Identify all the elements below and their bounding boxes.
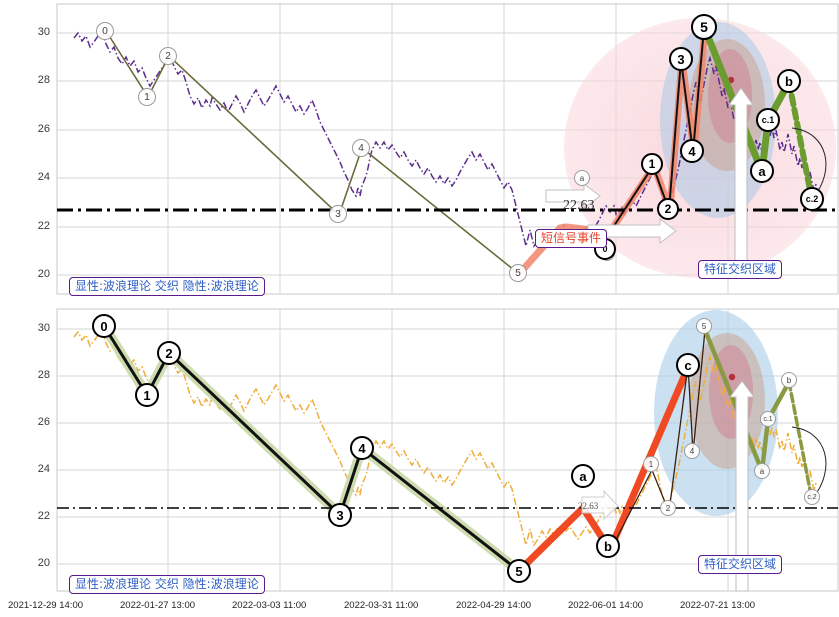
chart-panel-bottom: 30 28 26 24 22 20 0 1 2 3 4 5 a b c 1 2 … — [0, 305, 839, 595]
y-tick-bottom-24: 24 — [37, 463, 50, 475]
y-tick-bottom-28: 28 — [37, 369, 50, 381]
x-tick-1: 2022-01-27 13:00 — [120, 600, 196, 611]
x-tick-6: 2022-07-21 13:00 — [680, 600, 756, 611]
wave-marker-b-5[interactable]: 5 — [507, 559, 531, 583]
wave-marker-b-4[interactable]: 4 — [350, 436, 374, 460]
wave-marker-b-b[interactable]: b — [596, 534, 620, 558]
wave-marker-5-bold[interactable]: 5 — [691, 14, 717, 40]
wave-marker-3[interactable]: 3 — [329, 205, 347, 223]
wave-marker-b-a-light[interactable]: a — [754, 463, 770, 479]
wave-marker-1-bold[interactable]: 1 — [641, 153, 663, 175]
x-tick-0: 2021-12-29 14:00 — [8, 600, 84, 611]
wave-marker-b-c2-light[interactable]: c.2 — [804, 489, 820, 505]
wave-marker-b-2[interactable]: 2 — [157, 341, 181, 365]
wave-marker-a-bold[interactable]: a — [750, 159, 774, 183]
price-callout-top: 22.63 — [563, 198, 595, 213]
wave-marker-4-bold[interactable]: 4 — [680, 139, 704, 163]
y-tick-top-28: 28 — [37, 74, 50, 86]
y-tick-bottom-20: 20 — [37, 557, 50, 569]
wave-marker-b-1-light[interactable]: 1 — [643, 456, 659, 472]
x-axis: 2021-12-29 14:00 2022-01-27 13:00 2022-0… — [0, 598, 839, 617]
subwave-dark-top — [609, 27, 705, 233]
wave-marker-c2-bold[interactable]: c.2 — [800, 187, 824, 211]
x-tick-2: 2022-03-03 11:00 — [232, 600, 307, 611]
wave-marker-1[interactable]: 1 — [138, 88, 156, 106]
wave-marker-3-bold[interactable]: 3 — [669, 47, 693, 71]
subwave-dark-bottom — [609, 329, 706, 552]
wave-marker-b-a[interactable]: a — [571, 464, 595, 488]
wave-marker-4[interactable]: 4 — [352, 139, 370, 157]
wave-marker-b-3[interactable]: 3 — [328, 503, 352, 527]
wave-marker-2-bold[interactable]: 2 — [657, 198, 679, 220]
impulse-wave-top — [105, 30, 520, 275]
wave-marker-5[interactable]: 5 — [509, 264, 527, 282]
callout-arrows-bottom — [581, 380, 755, 592]
wave-marker-b-c1-light[interactable]: c.1 — [760, 411, 776, 427]
y-tick-top-22: 22 — [37, 220, 50, 232]
x-tick-5: 2022-06-01 14:00 — [568, 600, 644, 611]
wave-marker-2[interactable]: 2 — [159, 47, 177, 65]
signal-event-label: 短信号事件 — [535, 229, 608, 248]
chart-panel-top: 30 28 26 24 22 20 0 1 2 3 4 5 a b 1 2 3 … — [0, 0, 839, 305]
y-tick-bottom-26: 26 — [37, 416, 50, 428]
wave-marker-b-0[interactable]: 0 — [92, 314, 116, 338]
feature-zone-label-top: 特征交织区域 — [698, 260, 783, 279]
legend-top: 显性:波浪理论 交织 隐性:波浪理论 — [69, 277, 265, 296]
x-tick-4: 2022-04-29 14:00 — [456, 600, 532, 611]
x-tick-3: 2022-03-31 11:00 — [344, 600, 419, 611]
y-tick-bottom-30: 30 — [37, 322, 50, 334]
y-tick-top-26: 26 — [37, 123, 50, 135]
wave-marker-b-4-light[interactable]: 4 — [684, 443, 700, 459]
wave-marker-b-2-light[interactable]: 2 — [660, 500, 676, 516]
wave-marker-b-1[interactable]: 1 — [135, 383, 159, 407]
wave-marker-b-b-light[interactable]: b — [781, 372, 797, 388]
bottom-chart-canvas — [56, 308, 839, 592]
corrective-green-bottom — [702, 327, 827, 502]
wave-marker-0[interactable]: 0 — [96, 22, 114, 40]
wave-marker-b-bold[interactable]: b — [777, 69, 801, 93]
price-callout-bottom: 22.63 — [578, 501, 599, 511]
legend-bottom: 显性:波浪理论 交织 隐性:波浪理论 — [69, 575, 265, 594]
wave-marker-a-light[interactable]: a — [574, 170, 590, 186]
impulse-wave-bottom — [102, 325, 520, 573]
y-tick-top-20: 20 — [37, 268, 50, 280]
price-line-top — [73, 28, 817, 248]
y-tick-bottom-22: 22 — [37, 510, 50, 522]
callout-arrows-top — [545, 87, 754, 271]
wave-marker-c1-bold[interactable]: c.1 — [756, 108, 780, 132]
feature-zone-label-bottom: 特征交织区域 — [698, 555, 783, 574]
y-tick-top-24: 24 — [37, 171, 50, 183]
y-tick-top-30: 30 — [37, 26, 50, 38]
wave-marker-b-5-light[interactable]: 5 — [696, 318, 712, 334]
wave-marker-b-c[interactable]: c — [676, 353, 700, 377]
